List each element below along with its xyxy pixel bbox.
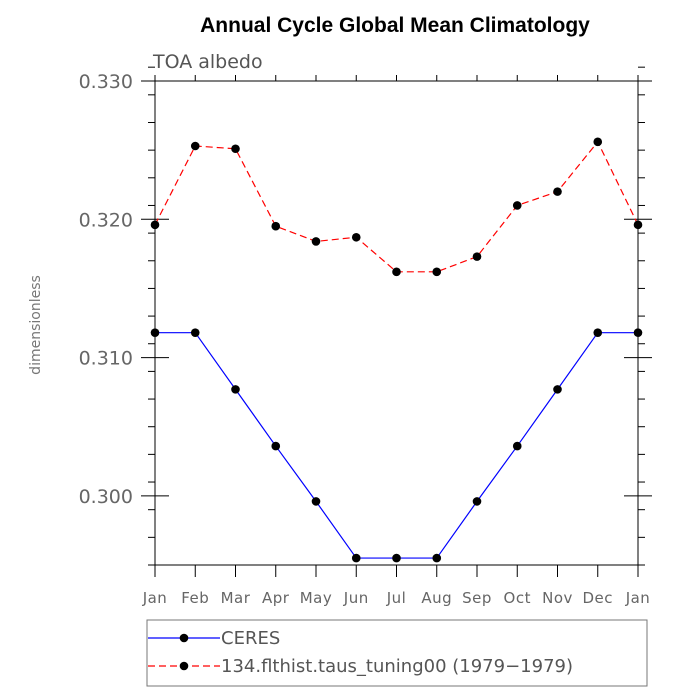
data-point [633,328,643,337]
data-point [512,201,522,210]
plot-frame [154,80,639,566]
legend-marker-0 [179,633,189,643]
data-point [472,497,482,506]
x-tick-label: Mar [221,589,251,607]
x-tick-label: Aug [421,589,452,607]
data-point [432,553,442,563]
series-layer [150,137,643,563]
legend-label-0: CERES [221,628,280,649]
legend: CERES 134.flthist.taus_tuning00 (1979−197… [146,619,648,687]
y-axis-ticks: 0.300 0.310 0.320 0.330 [79,66,652,566]
data-point [311,237,321,246]
plot-border [154,80,639,566]
legend-marker-1 [179,661,189,671]
x-tick-label: Dec [582,589,613,607]
data-point [231,144,240,154]
x-tick-label: May [300,589,333,607]
series-line [155,332,638,559]
chart-title: Annual Cycle Global Mean Climatology [200,14,590,37]
x-tick-label: Feb [181,589,209,607]
data-point [150,220,160,230]
series-0 [150,328,643,563]
data-point [472,252,482,261]
series-1 [150,137,643,277]
x-tick-label: Sep [462,589,492,607]
series-line [154,140,639,273]
data-point [351,232,361,242]
data-point [392,267,401,277]
y-tick-label: 0.310 [79,348,133,370]
data-point [231,385,240,394]
y-axis-label: dimensionless [28,275,44,375]
legend-label-1: 134.flthist.taus_tuning00 (1979−1979) [221,656,573,677]
data-point [553,385,562,394]
x-tick-label: Jun [343,589,369,607]
data-point [553,187,562,196]
data-point [593,137,603,147]
x-tick-label: Jan [625,589,651,607]
data-point [271,221,281,231]
data-point [593,328,603,337]
legend-box [146,619,648,687]
x-tick-label: Apr [262,589,290,607]
x-axis-ticks: Jan Feb Mar Apr May Jun Jul Aug Sep Oct Nov Dec Jan [142,75,651,607]
y-tick-label: 0.320 [79,209,133,231]
data-point [150,328,160,337]
data-point [311,497,321,506]
data-point [190,328,200,337]
data-point [432,267,442,277]
x-tick-label: Jul [386,589,407,607]
data-point [271,441,281,451]
x-tick-label: Jan [142,589,168,607]
data-point [392,553,401,563]
data-point [351,553,361,563]
y-tick-label: 0.300 [79,486,133,508]
data-point [190,141,200,151]
data-point [512,441,522,451]
x-tick-label: Nov [542,589,573,607]
chart-subtitle: TOA albedo [152,51,263,73]
y-tick-label: 0.330 [79,71,133,93]
x-tick-label: Oct [504,589,531,607]
data-point [633,220,643,230]
